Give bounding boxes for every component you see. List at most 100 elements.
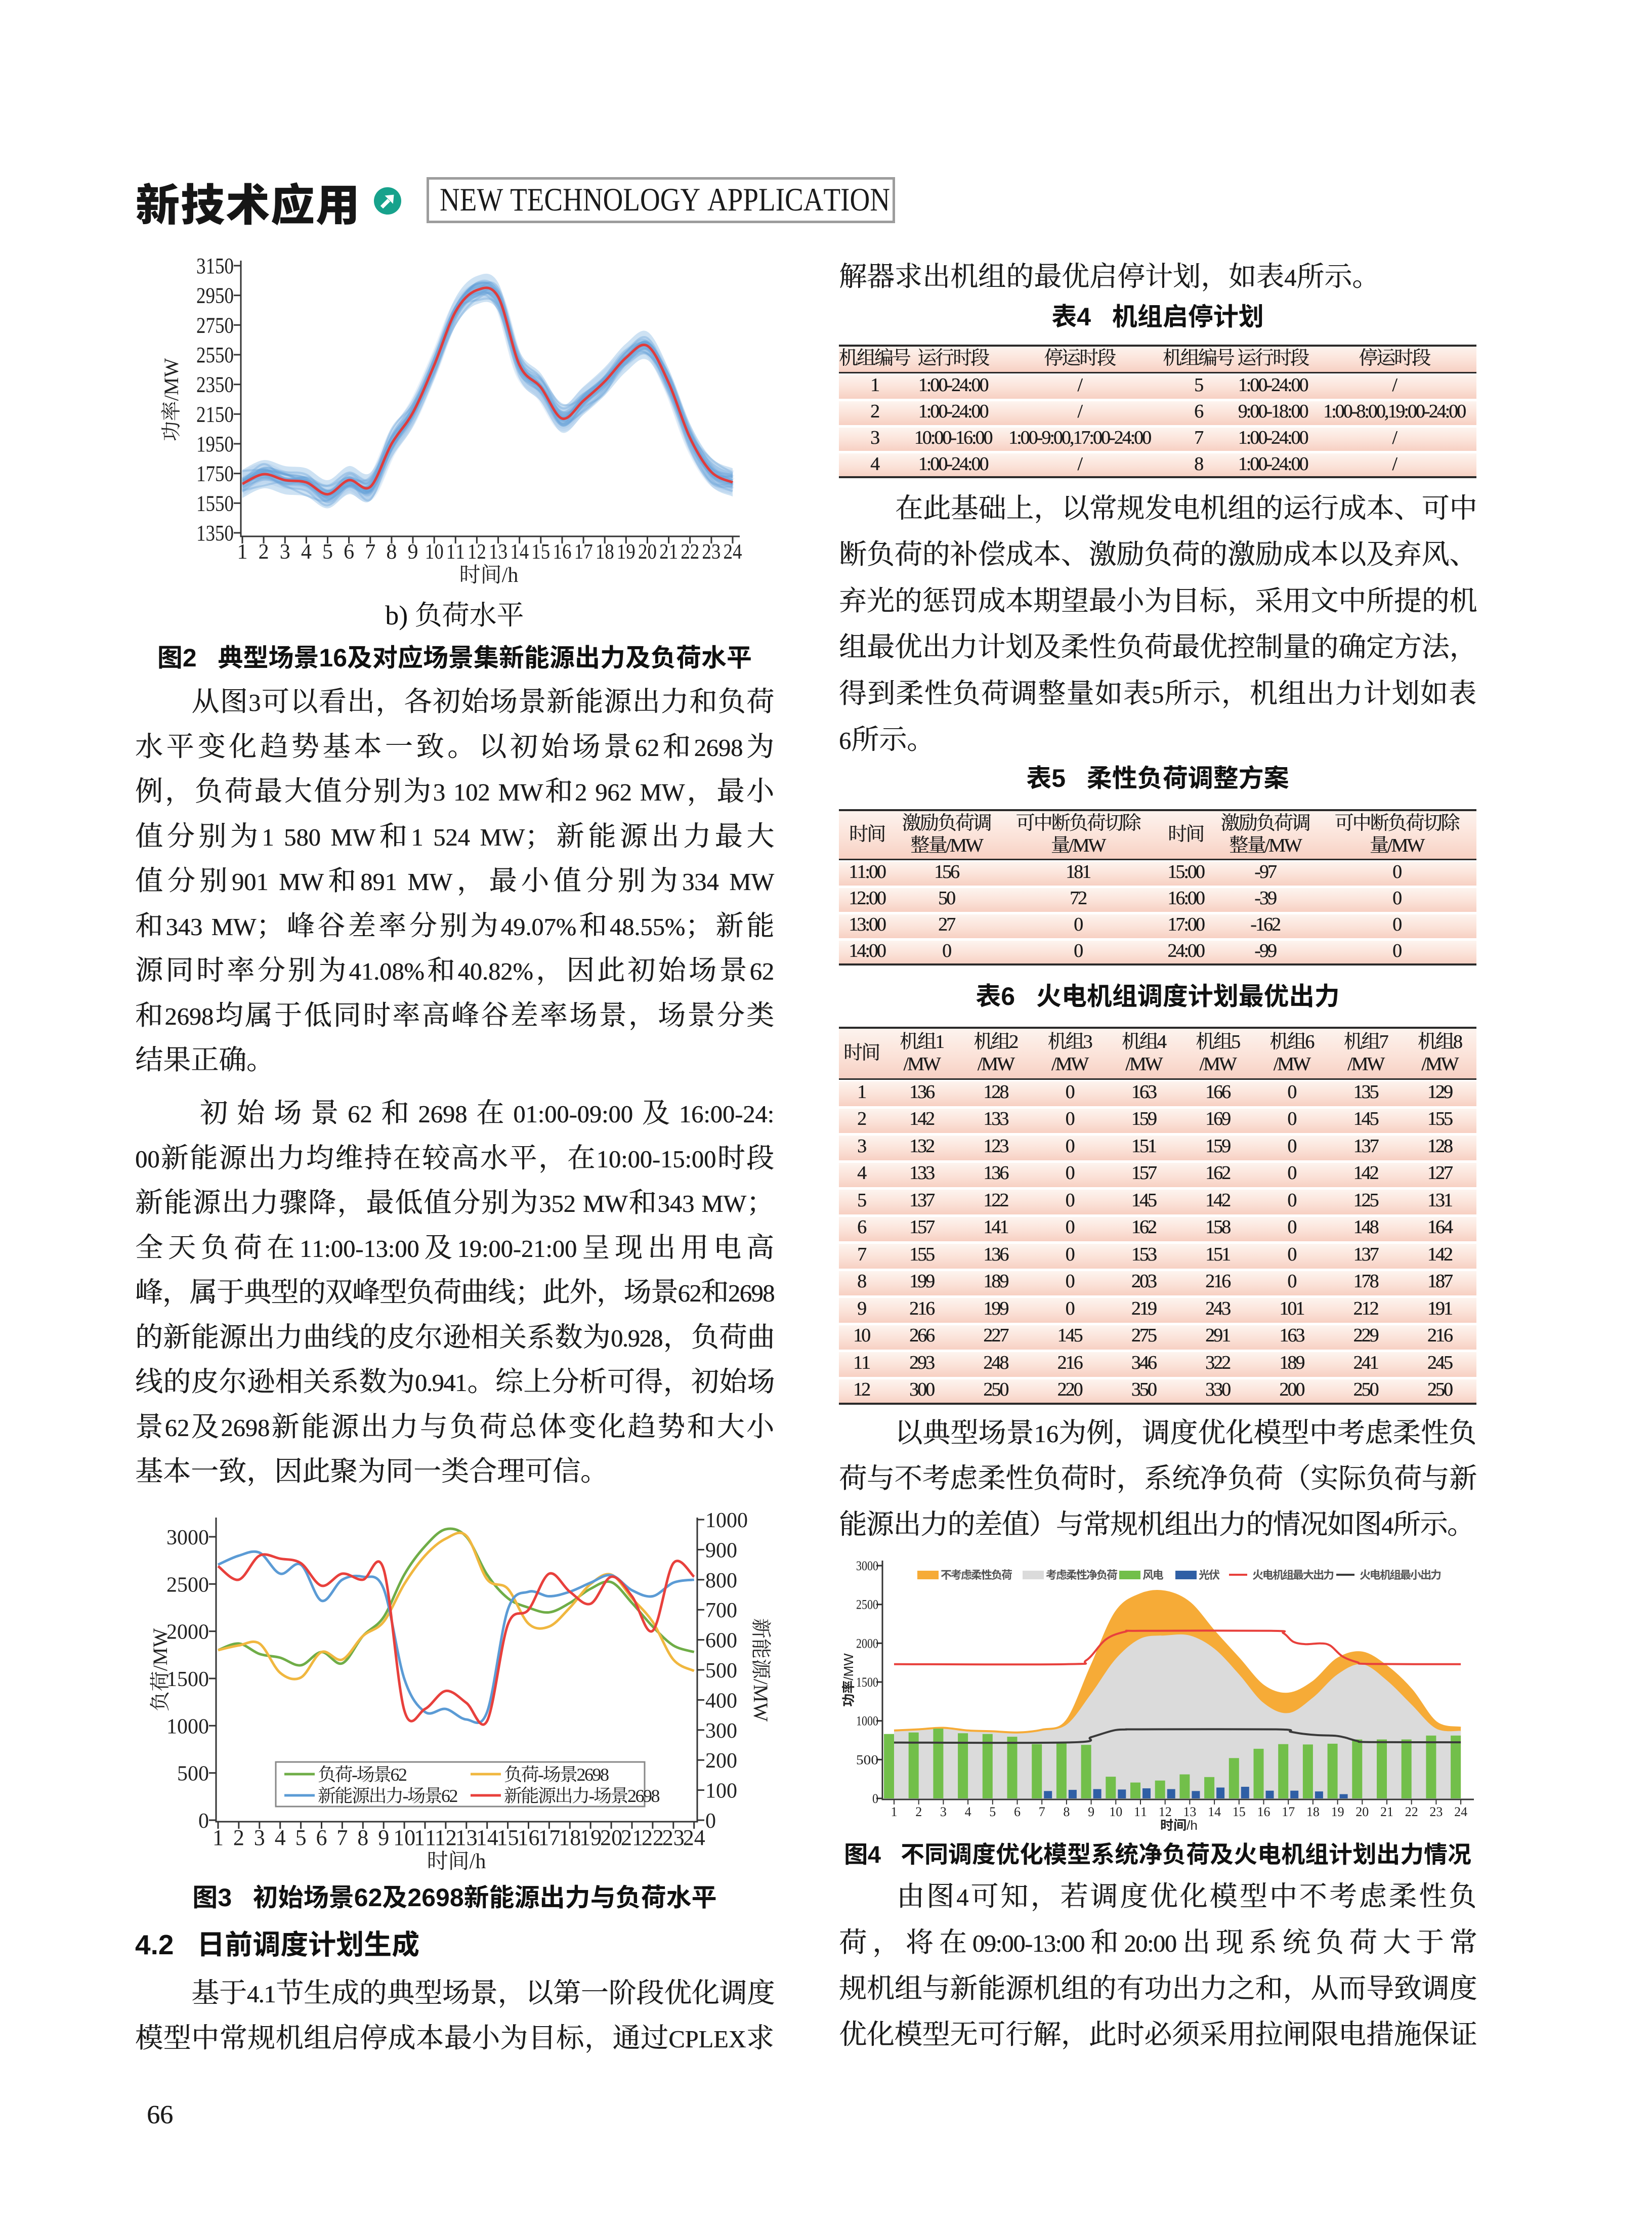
svg-text:13: 13: [455, 1825, 478, 1850]
svg-text:7: 7: [365, 540, 375, 564]
svg-text:17: 17: [1282, 1804, 1295, 1819]
svg-text:2: 2: [233, 1825, 244, 1850]
svg-text:负荷-场景2698: 负荷-场景2698: [504, 1765, 609, 1785]
svg-text:300: 300: [705, 1719, 737, 1743]
svg-text:14: 14: [510, 540, 529, 564]
svg-text:新能源/MW: 新能源/MW: [749, 1618, 772, 1722]
svg-text:6: 6: [316, 1825, 327, 1850]
svg-text:新能源出力-场景2698: 新能源出力-场景2698: [504, 1786, 659, 1806]
svg-text:8: 8: [1063, 1804, 1070, 1819]
svg-text:4: 4: [965, 1804, 971, 1819]
svg-text:功率/MW: 功率/MW: [841, 1653, 856, 1707]
svg-text:6: 6: [1014, 1804, 1021, 1819]
svg-text:1350: 1350: [196, 521, 234, 545]
svg-text:5: 5: [989, 1804, 996, 1819]
svg-text:13: 13: [489, 540, 507, 564]
svg-text:18: 18: [1306, 1804, 1320, 1819]
svg-text:20: 20: [1356, 1804, 1369, 1819]
svg-text:1500: 1500: [856, 1675, 878, 1690]
svg-text:3000: 3000: [856, 1559, 878, 1573]
svg-text:考虑柔性净负荷: 考虑柔性净负荷: [1046, 1569, 1117, 1581]
svg-text:400: 400: [705, 1689, 737, 1712]
svg-text:3150: 3150: [196, 254, 234, 278]
svg-text:700: 700: [705, 1599, 737, 1622]
svg-text:2: 2: [915, 1804, 922, 1819]
svg-text:500: 500: [705, 1659, 737, 1683]
svg-text:1: 1: [891, 1804, 898, 1819]
svg-text:9: 9: [408, 540, 418, 564]
svg-text:时间/h: 时间/h: [459, 564, 519, 587]
svg-text:1000: 1000: [166, 1715, 209, 1738]
svg-text:18: 18: [596, 540, 614, 564]
svg-text:20: 20: [600, 1825, 622, 1850]
svg-text:100: 100: [705, 1780, 737, 1803]
svg-text:火电机组最大出力: 火电机组最大出力: [1252, 1569, 1333, 1581]
svg-text:24: 24: [683, 1825, 705, 1850]
svg-text:15: 15: [1233, 1804, 1246, 1819]
svg-text:200: 200: [705, 1749, 737, 1773]
svg-text:1550: 1550: [196, 491, 234, 516]
svg-text:光伏: 光伏: [1199, 1569, 1220, 1581]
svg-text:功率/MW: 功率/MW: [160, 358, 183, 442]
svg-text:23: 23: [662, 1825, 685, 1850]
svg-text:不考虑柔性负荷: 不考虑柔性负荷: [941, 1569, 1012, 1581]
svg-text:2950: 2950: [196, 283, 234, 308]
svg-text:1950: 1950: [196, 432, 234, 456]
svg-text:22: 22: [1405, 1804, 1418, 1819]
svg-text:风电: 风电: [1142, 1569, 1164, 1581]
svg-text:5: 5: [295, 1825, 307, 1850]
svg-text:3: 3: [254, 1825, 265, 1850]
svg-text:500: 500: [856, 1752, 878, 1767]
svg-text:22: 22: [681, 540, 699, 564]
svg-text:15: 15: [497, 1825, 519, 1850]
svg-text:16: 16: [1257, 1804, 1270, 1819]
svg-text:1: 1: [213, 1825, 224, 1850]
svg-text:7: 7: [1039, 1804, 1045, 1819]
svg-text:21: 21: [659, 540, 678, 564]
svg-text:0: 0: [198, 1810, 209, 1833]
svg-text:7: 7: [336, 1825, 348, 1850]
svg-text:19: 19: [579, 1825, 602, 1850]
svg-text:17: 17: [538, 1825, 560, 1850]
svg-text:时间/h: 时间/h: [427, 1850, 486, 1873]
svg-text:500: 500: [177, 1762, 209, 1786]
svg-text:8: 8: [357, 1825, 368, 1850]
svg-text:600: 600: [705, 1629, 737, 1653]
svg-text:时间/h: 时间/h: [1160, 1818, 1198, 1833]
svg-text:1500: 1500: [166, 1668, 209, 1691]
svg-text:11: 11: [1134, 1804, 1147, 1819]
svg-text:19: 19: [1331, 1804, 1344, 1819]
svg-text:16: 16: [518, 1825, 540, 1850]
svg-text:21: 21: [1380, 1804, 1393, 1819]
svg-text:23: 23: [1429, 1804, 1443, 1819]
svg-text:21: 21: [621, 1825, 643, 1850]
svg-text:22: 22: [642, 1825, 664, 1850]
svg-text:负荷-场景62: 负荷-场景62: [318, 1765, 407, 1785]
svg-text:0: 0: [705, 1810, 716, 1833]
svg-text:14: 14: [1208, 1804, 1221, 1819]
svg-text:10: 10: [1109, 1804, 1122, 1819]
svg-text:12: 12: [1159, 1804, 1172, 1819]
svg-text:1750: 1750: [196, 461, 234, 486]
svg-text:负荷/MW: 负荷/MW: [149, 1628, 172, 1712]
svg-text:6: 6: [344, 540, 354, 564]
svg-text:1000: 1000: [705, 1509, 748, 1532]
svg-text:新能源出力-场景62: 新能源出力-场景62: [318, 1786, 457, 1806]
svg-text:3000: 3000: [166, 1526, 209, 1549]
svg-text:18: 18: [559, 1825, 581, 1850]
svg-text:2350: 2350: [196, 372, 234, 397]
svg-text:20: 20: [638, 540, 657, 564]
svg-text:2000: 2000: [856, 1636, 878, 1651]
svg-text:23: 23: [702, 540, 721, 564]
svg-text:2500: 2500: [856, 1598, 878, 1612]
svg-text:0: 0: [872, 1791, 878, 1806]
svg-text:12: 12: [435, 1825, 457, 1850]
svg-text:2150: 2150: [196, 402, 234, 427]
svg-text:10: 10: [425, 540, 444, 564]
svg-text:24: 24: [724, 540, 742, 564]
svg-text:2: 2: [259, 540, 269, 564]
svg-text:11: 11: [414, 1825, 436, 1850]
svg-text:2550: 2550: [196, 343, 234, 367]
svg-text:2000: 2000: [166, 1621, 209, 1644]
svg-text:11: 11: [446, 540, 465, 564]
